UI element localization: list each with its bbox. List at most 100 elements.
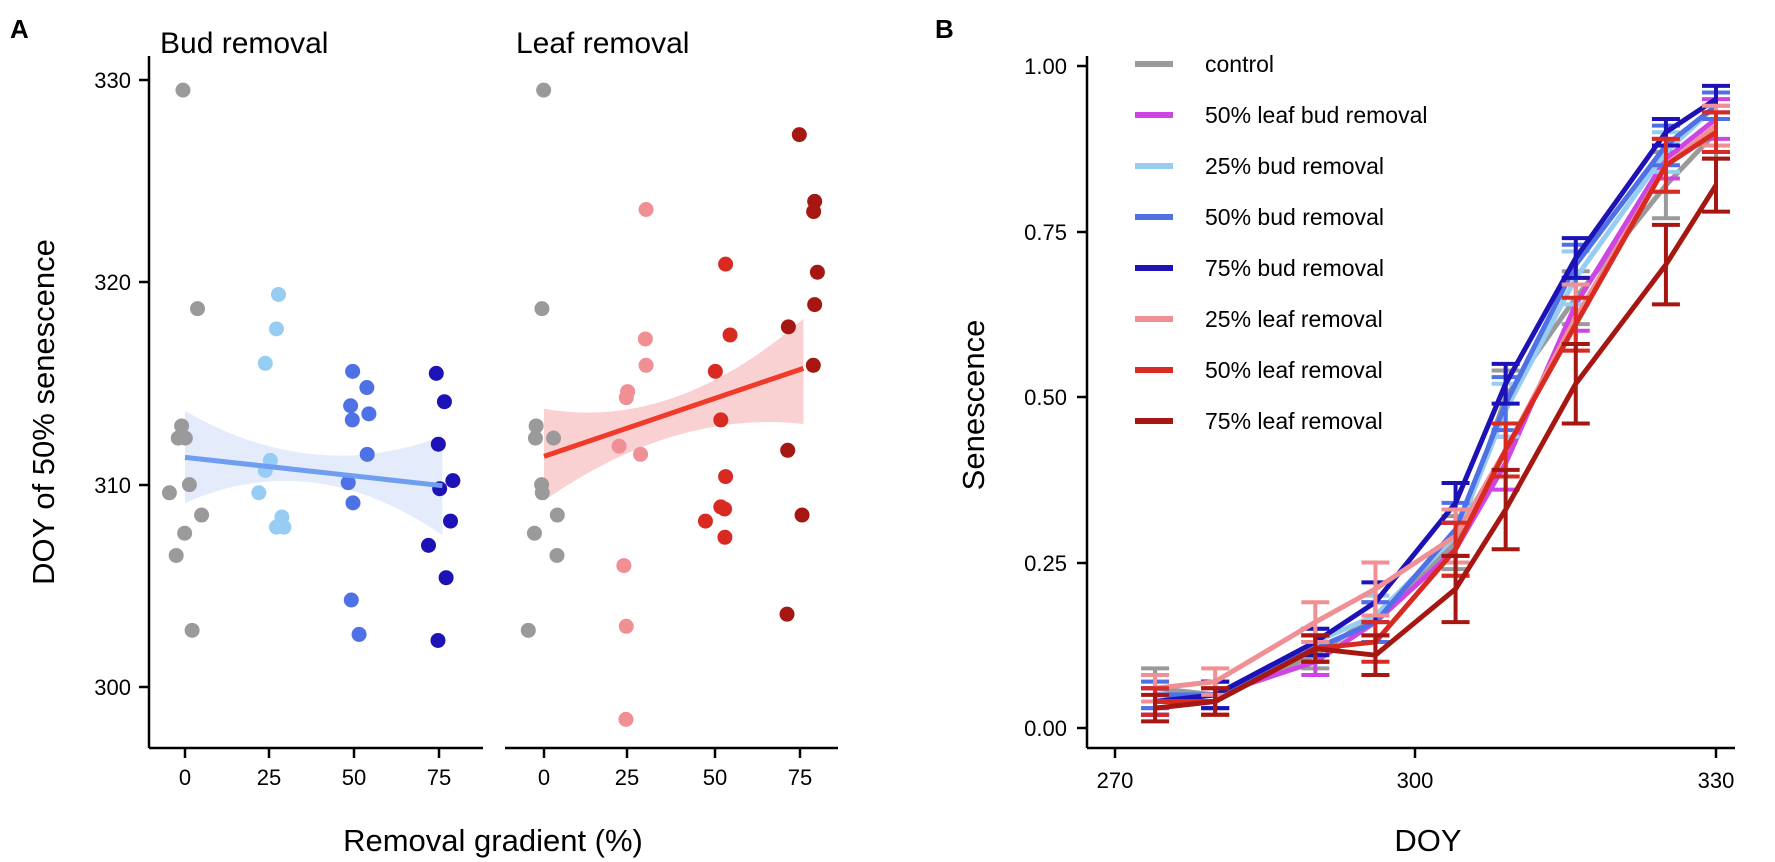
- bud-x-tick-0: 0: [179, 748, 191, 790]
- legend-item-75-bud-removal: 75% bud removal: [1135, 255, 1384, 281]
- data-point: [527, 430, 543, 446]
- data-point: [791, 127, 807, 143]
- y-tick-label: 0.00: [1024, 716, 1067, 741]
- data-point: [718, 256, 734, 272]
- data-point: [697, 513, 713, 529]
- series-25-bud-removal: [1141, 90, 1730, 711]
- x-tick-label: 270: [1097, 768, 1134, 793]
- data-point: [528, 418, 544, 434]
- data-point: [718, 469, 734, 485]
- leaf-x-tick-25: 25: [615, 748, 639, 790]
- data-point: [805, 357, 821, 373]
- data-point: [526, 525, 542, 541]
- data-point: [168, 547, 184, 563]
- data-point: [809, 264, 825, 280]
- leaf-x-tick-75: 75: [788, 748, 812, 790]
- series-75-leaf-removal: [1141, 156, 1730, 724]
- data-point: [430, 632, 446, 648]
- error-bar: [1361, 560, 1390, 618]
- y-tick-label: 1.00: [1024, 54, 1067, 79]
- error-bar: [1441, 553, 1470, 625]
- data-point: [633, 446, 649, 462]
- y-tick-label: 0.25: [1024, 551, 1067, 576]
- data-point: [534, 301, 550, 317]
- legend-label: 25% leaf removal: [1205, 306, 1383, 332]
- data-point: [713, 412, 729, 428]
- b-y-tick-0.00: 0.00: [1024, 716, 1087, 741]
- data-point: [717, 501, 733, 517]
- error-bar: [1561, 342, 1590, 426]
- legend-item-25-bud-removal: 25% bud removal: [1135, 153, 1384, 179]
- series-50-leaf-bud-removal: [1141, 97, 1730, 717]
- data-point: [520, 622, 536, 638]
- data-point: [536, 82, 552, 98]
- leaf-points: [520, 82, 825, 727]
- legend-label: 75% bud removal: [1205, 255, 1384, 281]
- x-tick-label: 25: [615, 765, 639, 790]
- data-point: [549, 547, 565, 563]
- bud-x-tick-50: 50: [342, 748, 366, 790]
- bud-y-tick-330: 330: [94, 68, 149, 93]
- data-point: [181, 477, 197, 493]
- data-point: [351, 626, 367, 642]
- data-point: [428, 365, 444, 381]
- panel-a-label: A: [10, 14, 29, 44]
- data-point: [268, 321, 284, 337]
- panel-b-label: B: [935, 14, 954, 44]
- y-tick-label: 320: [94, 270, 131, 295]
- data-point: [534, 485, 550, 501]
- leaf-x-tick-0: 0: [538, 748, 550, 790]
- data-point: [177, 525, 193, 541]
- b-y-tick-0.50: 0.50: [1024, 385, 1087, 410]
- data-point: [421, 537, 437, 553]
- legend-item-75-leaf-removal: 75% leaf removal: [1135, 408, 1383, 434]
- data-point: [443, 513, 459, 529]
- panel-b-x-axis-title: DOY: [1394, 823, 1461, 858]
- panel-a-leaf-facet: Leaf removal 0 25 50 75: [505, 27, 838, 790]
- data-point: [780, 442, 796, 458]
- data-point: [177, 430, 193, 446]
- legend-label: 25% bud removal: [1205, 153, 1384, 179]
- bud-y-tick-310: 310: [94, 473, 149, 498]
- legend-label: 50% leaf bud removal: [1205, 102, 1427, 128]
- data-point: [806, 204, 822, 220]
- data-point: [637, 331, 653, 347]
- y-tick-label: 0.50: [1024, 385, 1067, 410]
- panel-a-bud-facet: Bud removal 300 310 320 330 0 25: [94, 27, 483, 790]
- error-bar: [1561, 236, 1590, 280]
- legend-label: control: [1205, 51, 1274, 77]
- x-tick-label: 0: [538, 765, 550, 790]
- data-point: [345, 495, 361, 511]
- data-point: [779, 606, 795, 622]
- error-bar: [1361, 633, 1390, 678]
- data-point: [549, 507, 565, 523]
- error-bar: [1301, 633, 1330, 664]
- error-bar: [1702, 110, 1730, 155]
- legend-item-50-leaf-removal: 50% leaf removal: [1135, 357, 1383, 383]
- legend-item-25-leaf-removal: 25% leaf removal: [1135, 306, 1383, 332]
- data-point: [174, 418, 190, 434]
- data-point: [794, 507, 810, 523]
- data-point: [616, 558, 632, 574]
- error-bar: [1491, 467, 1520, 552]
- bud-y-tick-300: 300: [94, 675, 149, 700]
- y-tick-label: 330: [94, 68, 131, 93]
- data-point: [638, 201, 654, 217]
- data-point: [344, 412, 360, 428]
- regression-line: [184, 454, 443, 489]
- data-point: [194, 507, 210, 523]
- x-tick-label: 330: [1698, 768, 1735, 793]
- bud-fit-line: [184, 454, 443, 489]
- data-point: [722, 327, 738, 343]
- bud-x-tick-75: 75: [427, 748, 451, 790]
- data-point: [618, 711, 634, 727]
- b-y-tick-0.75: 0.75: [1024, 220, 1087, 245]
- panel-a-x-axis-title: Removal gradient (%): [343, 823, 643, 858]
- data-point: [445, 473, 461, 489]
- data-point: [161, 485, 177, 501]
- x-tick-label: 75: [427, 765, 451, 790]
- panel-a-y-axis-title: DOY of 50% senescence: [26, 239, 61, 585]
- data-point: [638, 357, 654, 373]
- data-point: [359, 446, 375, 462]
